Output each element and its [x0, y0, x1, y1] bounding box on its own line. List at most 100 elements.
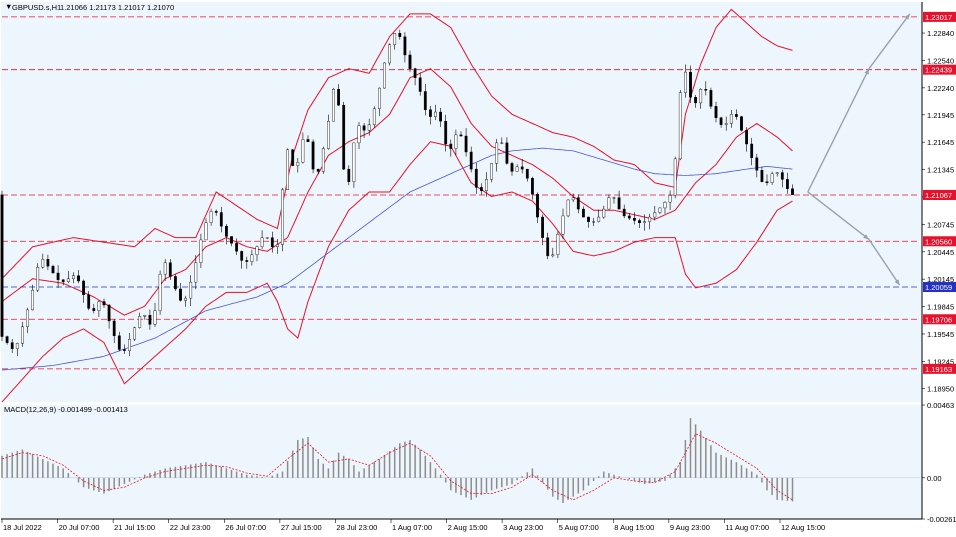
price-level-tag-text: 1.19163 — [925, 365, 952, 374]
candle-body — [546, 237, 550, 257]
price-tick-label: 1.22240 — [927, 84, 954, 93]
candle-body — [245, 260, 249, 262]
candle-body — [485, 179, 488, 192]
chart-menu-icon[interactable]: ▼ — [5, 2, 12, 11]
candle-body — [510, 163, 514, 172]
candle-body — [306, 139, 310, 142]
candle-body — [51, 265, 55, 274]
candle-body — [449, 143, 453, 149]
macd-tick-label: 0.00 — [927, 474, 942, 483]
bollinger-middle-line — [1, 68, 793, 316]
candle-body — [301, 139, 305, 163]
candle-body — [658, 207, 662, 213]
candle-body — [464, 135, 468, 153]
price-panel[interactable] — [1, 2, 922, 402]
candle-body — [0, 194, 4, 337]
candle-body — [740, 116, 743, 131]
candle-body — [653, 212, 657, 218]
candle-body — [5, 336, 9, 343]
candle-body — [541, 216, 545, 238]
candle-body — [179, 288, 182, 301]
price-tick-label: 1.21345 — [927, 166, 954, 175]
candle-body — [735, 114, 738, 117]
candle-body — [469, 151, 473, 170]
price-tick-label: 1.19845 — [927, 303, 954, 312]
candle-body — [663, 202, 667, 209]
candle-body — [791, 188, 794, 195]
candle-body — [403, 36, 407, 56]
candle-body — [699, 89, 703, 104]
time-tick-label: 27 Jul 15:00 — [281, 523, 322, 532]
price-level-tag — [923, 189, 956, 200]
forecast-arrow-head — [863, 234, 869, 240]
time-tick-label: 1 Aug 07:00 — [392, 523, 432, 532]
candle-body — [398, 33, 402, 37]
candle-body — [775, 172, 779, 174]
candle-body — [372, 108, 376, 125]
candle-body — [184, 297, 187, 301]
candle-body — [592, 221, 596, 223]
price-level-tag — [923, 11, 956, 22]
candle-body — [724, 123, 728, 125]
candle-body — [276, 244, 279, 247]
candle-body — [107, 304, 111, 322]
price-level-tag-text: 1.20059 — [925, 283, 952, 292]
forecast-arrow-head — [904, 13, 910, 20]
candle-body — [362, 125, 366, 131]
candle-body — [194, 262, 198, 283]
time-axis-labels: 18 Jul 2022 20 Jul 07:00 21 Jul 15:00 22 Ju… — [1, 519, 825, 532]
candle-body — [133, 327, 136, 340]
macd-tick-label: -0.002619 — [927, 515, 956, 524]
time-tick-label: 12 Aug 15:00 — [781, 523, 825, 532]
candle-body — [122, 349, 126, 351]
candle-body — [582, 208, 585, 218]
candle-body — [66, 278, 70, 282]
candle-body — [704, 89, 708, 91]
candle-body — [347, 168, 351, 182]
candle-body — [423, 91, 427, 110]
price-levels — [2, 16, 920, 370]
ma-line — [1, 147, 793, 371]
candle-body — [143, 315, 147, 317]
forecast-arrow-head — [864, 68, 869, 75]
candle-body — [10, 342, 14, 349]
candle-body — [490, 163, 493, 180]
time-tick-label: 5 Aug 07:00 — [559, 523, 599, 532]
candle-body — [77, 275, 80, 282]
candle-body — [780, 172, 784, 180]
candle-body — [97, 301, 101, 311]
time-tick-label: 8 Aug 15:00 — [614, 523, 654, 532]
price-tick-label: 1.20445 — [927, 248, 954, 257]
forecast-arrow-line — [807, 191, 870, 240]
candle-body — [352, 142, 356, 182]
macd-panel[interactable] — [1, 405, 922, 519]
price-level-tag-text: 1.19706 — [925, 315, 952, 324]
candle-body — [444, 120, 448, 145]
macd-axis-ticks: 0.00463 0.00 -0.002619 — [922, 401, 956, 524]
candle-body — [459, 134, 463, 137]
candle-body — [709, 90, 713, 107]
candle-body — [627, 215, 631, 219]
macd-tick-label: 0.00463 — [927, 401, 954, 410]
candle-body — [418, 77, 422, 92]
candle-body — [61, 279, 65, 282]
candlesticks — [0, 29, 794, 356]
candle-body — [648, 216, 652, 222]
candle-body — [219, 212, 223, 227]
time-tick-label: 3 Aug 23:00 — [503, 523, 543, 532]
price-level-tag — [923, 236, 956, 247]
candle-body — [525, 168, 529, 179]
candle-body — [138, 316, 142, 328]
candle-body — [668, 195, 672, 203]
candle-body — [296, 162, 300, 166]
candle-body — [561, 215, 565, 235]
candle-body — [209, 211, 213, 223]
candle-body — [311, 141, 315, 170]
candle-body — [199, 239, 203, 263]
candle-body — [153, 310, 157, 325]
forecast-arrows[interactable] — [807, 13, 911, 286]
candle-body — [36, 267, 40, 291]
candle-body — [673, 158, 677, 196]
